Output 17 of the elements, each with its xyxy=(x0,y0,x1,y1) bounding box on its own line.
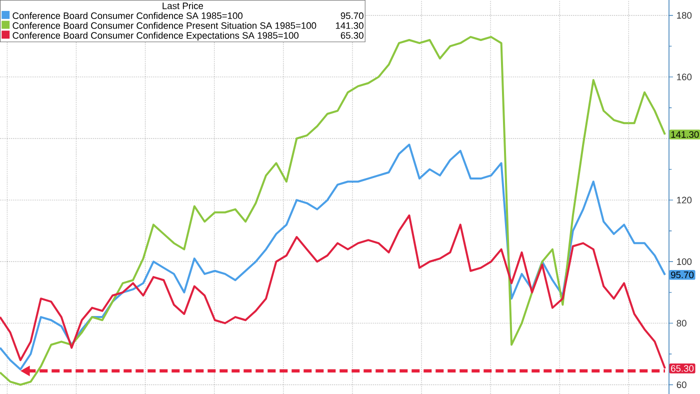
line-series xyxy=(0,214,666,370)
legend-title: Last Price xyxy=(162,2,204,10)
legend-label: Conference Board Consumer Confidence SA 1985=100 xyxy=(12,12,242,20)
legend-label: Conference Board Consumer Confidence Expectations SA 1985=100 xyxy=(12,32,299,41)
legend-label: Conference Board Consumer Confidence Present Situation SA 1985=100 xyxy=(12,22,316,29)
text: 141.30 xyxy=(336,22,364,29)
y-tick-label: 100 xyxy=(677,258,692,265)
data-label: 65.30 xyxy=(671,365,694,372)
y-tick-label: 80 xyxy=(676,320,686,326)
y-tick-label: 60 xyxy=(676,381,686,388)
y-tick-label: 120 xyxy=(677,196,692,204)
y-tick-label: 180 xyxy=(677,12,692,19)
text: 95.70 xyxy=(340,12,364,20)
y-tick-label: 160 xyxy=(677,74,692,80)
data-label: 141.30 xyxy=(671,131,699,138)
text: 65.30 xyxy=(340,32,364,39)
data-label: 95.70 xyxy=(671,272,694,278)
